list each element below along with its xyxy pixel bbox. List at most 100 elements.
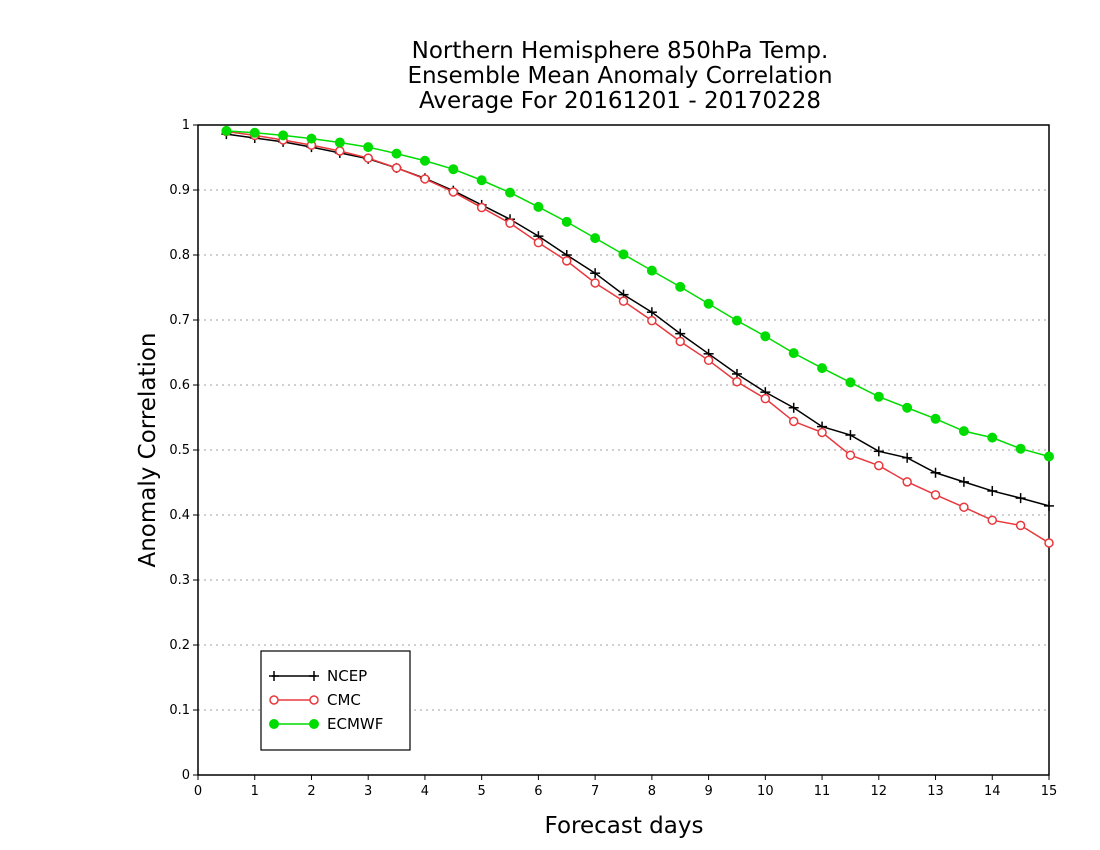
grid-lines (198, 124, 1049, 711)
data-point-ecmwf (249, 127, 260, 138)
y-tick-label: 0.9 (169, 183, 190, 198)
x-tick-label: 6 (534, 784, 542, 799)
y-axis-label: Anomaly Correlation (135, 332, 161, 567)
y-tick-label: 0.1 (169, 703, 190, 718)
data-point-ecmwf (419, 155, 430, 166)
x-tick-label: 4 (421, 784, 429, 799)
data-point-cmc (448, 187, 459, 197)
data-point-cmc (363, 153, 373, 163)
data-point-ecmwf (930, 413, 941, 424)
data-point-ecmwf (845, 377, 856, 388)
y-tick-label: 0.7 (169, 313, 190, 328)
data-point-ncep (646, 307, 657, 318)
data-point-ncep (873, 446, 884, 457)
x-axis-ticks: 0 1 2 3 4 5 6 7 8 9 10 11 12 13 14 15 (194, 775, 1057, 799)
data-point-ecmwf (703, 298, 714, 309)
data-point-ncep (902, 452, 913, 463)
data-point-ncep (1015, 493, 1026, 504)
data-point-ecmwf (817, 363, 828, 374)
legend-item-ecmwf: ECMWF (269, 715, 383, 733)
y-tick-label: 0.8 (169, 248, 190, 263)
data-point-ncep (788, 402, 799, 413)
data-point-ecmwf (561, 216, 572, 227)
y-tick-label: 0.2 (169, 638, 190, 653)
legend-label-ncep: NCEP (327, 667, 367, 685)
data-point-cmc (817, 427, 827, 438)
legend-marker-ecmwf (309, 719, 319, 729)
data-point-ecmwf (731, 315, 742, 326)
data-point-ecmwf (618, 249, 629, 260)
x-tick-label: 7 (591, 784, 599, 799)
data-point-cmc (590, 278, 600, 288)
data-point-ecmwf (476, 175, 487, 186)
title-line-1: Northern Hemisphere 850hPa Temp. (412, 38, 829, 64)
data-point-ecmwf (1044, 451, 1054, 462)
x-tick-label: 10 (757, 784, 774, 799)
data-point-ecmwf (1015, 443, 1026, 454)
x-tick-label: 0 (194, 784, 202, 799)
x-tick-label: 13 (927, 784, 944, 799)
x-tick-label: 2 (307, 784, 315, 799)
title-line-2: Ensemble Mean Anomaly Correlation (407, 63, 832, 89)
data-point-cmc (562, 256, 572, 266)
data-point-ecmwf (505, 187, 516, 198)
data-point-cmc (505, 218, 515, 228)
legend-marker-ncep (309, 671, 319, 681)
data-point-ecmwf (278, 130, 289, 141)
data-point-ecmwf (958, 426, 969, 437)
legend-marker-ncep (269, 671, 279, 681)
series-line-cmc (226, 130, 1050, 544)
data-point-ncep (987, 485, 998, 496)
data-point-cmc (732, 377, 742, 387)
data-point-ncep (958, 476, 969, 487)
x-tick-label: 9 (704, 784, 712, 799)
legend-marker-cmc (309, 695, 319, 705)
legend-label-ecmwf: ECMWF (327, 715, 383, 733)
title-line-3: Average For 20161201 - 20170228 (419, 88, 821, 114)
data-point-cmc (959, 502, 969, 512)
x-tick-label: 14 (984, 784, 1001, 799)
x-axis-label: Forecast days (545, 813, 704, 839)
data-point-ecmwf (902, 402, 913, 413)
data-point-ecmwf (675, 281, 686, 292)
y-tick-label: 0 (182, 768, 190, 783)
data-point-cmc (1015, 520, 1026, 531)
x-tick-label: 8 (648, 784, 656, 799)
data-point-cmc (533, 237, 544, 248)
data-point-cmc (703, 355, 714, 366)
data-point-ecmwf (363, 142, 374, 153)
series-ecmwf (221, 125, 1054, 462)
series-line-ecmwf (226, 130, 1050, 458)
data-point-ecmwf (987, 432, 998, 443)
data-point-ecmwf (590, 233, 601, 244)
data-point-cmc (987, 515, 998, 525)
y-tick-label: 1 (182, 118, 190, 133)
y-tick-label: 0.4 (169, 508, 190, 523)
legend: NCEP CMC ECMWF (260, 650, 411, 751)
legend-item-cmc: CMC (269, 691, 361, 709)
legend-label-cmc: CMC (327, 691, 361, 709)
x-tick-label: 1 (251, 784, 259, 799)
data-point-ecmwf (646, 265, 657, 276)
data-point-ncep (930, 467, 941, 478)
legend-marker-ecmwf (269, 719, 279, 729)
x-tick-label: 5 (478, 784, 486, 799)
data-point-cmc (930, 490, 941, 500)
legend-marker-cmc (269, 695, 279, 705)
data-point-cmc (391, 163, 402, 173)
x-tick-label: 11 (814, 784, 831, 799)
data-point-cmc (420, 174, 430, 184)
data-point-ecmwf (760, 331, 771, 342)
data-point-ecmwf (391, 148, 402, 159)
y-axis-ticks: 0 0.1 0.2 0.3 0.4 0.5 0.6 0.7 0.8 0.9 1 (169, 118, 198, 783)
data-point-cmc (675, 336, 685, 347)
x-tick-label: 12 (871, 784, 888, 799)
x-tick-label: 15 (1041, 784, 1058, 799)
x-tick-label: 3 (364, 784, 372, 799)
data-point-ecmwf (533, 201, 544, 212)
data-point-ecmwf (873, 391, 884, 402)
data-point-ncep (590, 268, 601, 279)
chart-title: Northern Hemisphere 850hPa Temp.Ensemble… (407, 38, 832, 114)
data-point-ecmwf (221, 125, 232, 136)
